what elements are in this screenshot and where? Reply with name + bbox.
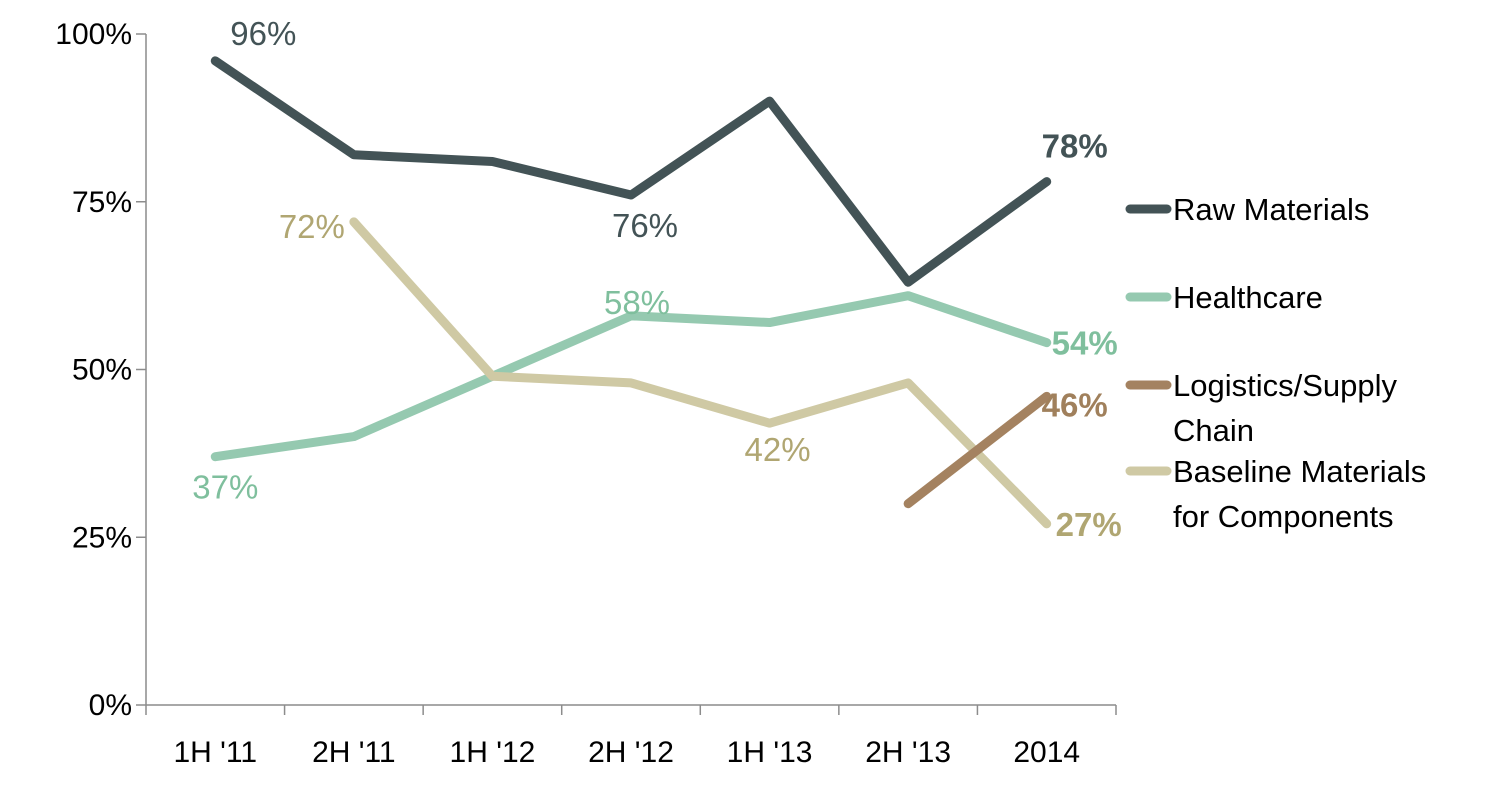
y-tick-label: 25% [72, 521, 132, 554]
legend-item: Logistics/Supply Chain [1125, 368, 1398, 448]
x-tick-label: 2H '13 [865, 736, 951, 769]
data-label: 27% [1056, 506, 1122, 543]
legend-label: Chain [1173, 413, 1254, 448]
data-label: 54% [1052, 325, 1118, 362]
data-label: 96% [230, 15, 296, 52]
legend-label: Raw Materials [1173, 192, 1369, 227]
data-labels: 96% 76% 78% 37% 58% 54% 46% 72% 42% 27% [192, 15, 1121, 543]
series-line [210, 291, 1052, 462]
y-tick-label: 100% [55, 18, 132, 51]
data-label: 58% [604, 284, 670, 321]
x-tick-label: 1H '11 [174, 736, 258, 769]
y-tick-label: 50% [72, 354, 132, 387]
x-tick-label: 1H '12 [450, 736, 536, 769]
data-label: 42% [745, 431, 811, 468]
data-label: 78% [1042, 128, 1108, 165]
series-line [349, 217, 1052, 529]
data-label: 37% [192, 469, 258, 506]
data-label: 72% [279, 208, 345, 245]
series-line [210, 56, 1052, 287]
x-tick-label: 2H '12 [588, 736, 674, 769]
legend-label: Logistics/Supply [1173, 368, 1398, 403]
legend-item: Healthcare [1125, 280, 1323, 315]
y-tick-label: 0% [89, 689, 132, 722]
y-tick-label: 75% [72, 186, 132, 219]
x-tick-label: 2H '11 [312, 736, 396, 769]
legend-label: for Components [1173, 499, 1394, 534]
data-label: 76% [612, 207, 678, 244]
x-tick-label: 2014 [1013, 736, 1080, 769]
series-line [903, 391, 1052, 509]
x-tick-label: 1H '13 [727, 736, 813, 769]
legend-item: Baseline Materials for Components [1125, 454, 1426, 534]
series-lines [210, 56, 1052, 529]
data-label: 46% [1042, 386, 1108, 423]
chart-legend: Raw Materials Healthcare Logistics/Supply C… [1125, 192, 1426, 534]
chart-axes: 0% 25% 50% 75% 100% 1H '11 2H '11 1H '12 2H '12 1… [55, 18, 1117, 769]
legend-label: Baseline Materials [1173, 454, 1426, 489]
legend-label: Healthcare [1173, 280, 1323, 315]
legend-item: Raw Materials [1125, 192, 1369, 227]
